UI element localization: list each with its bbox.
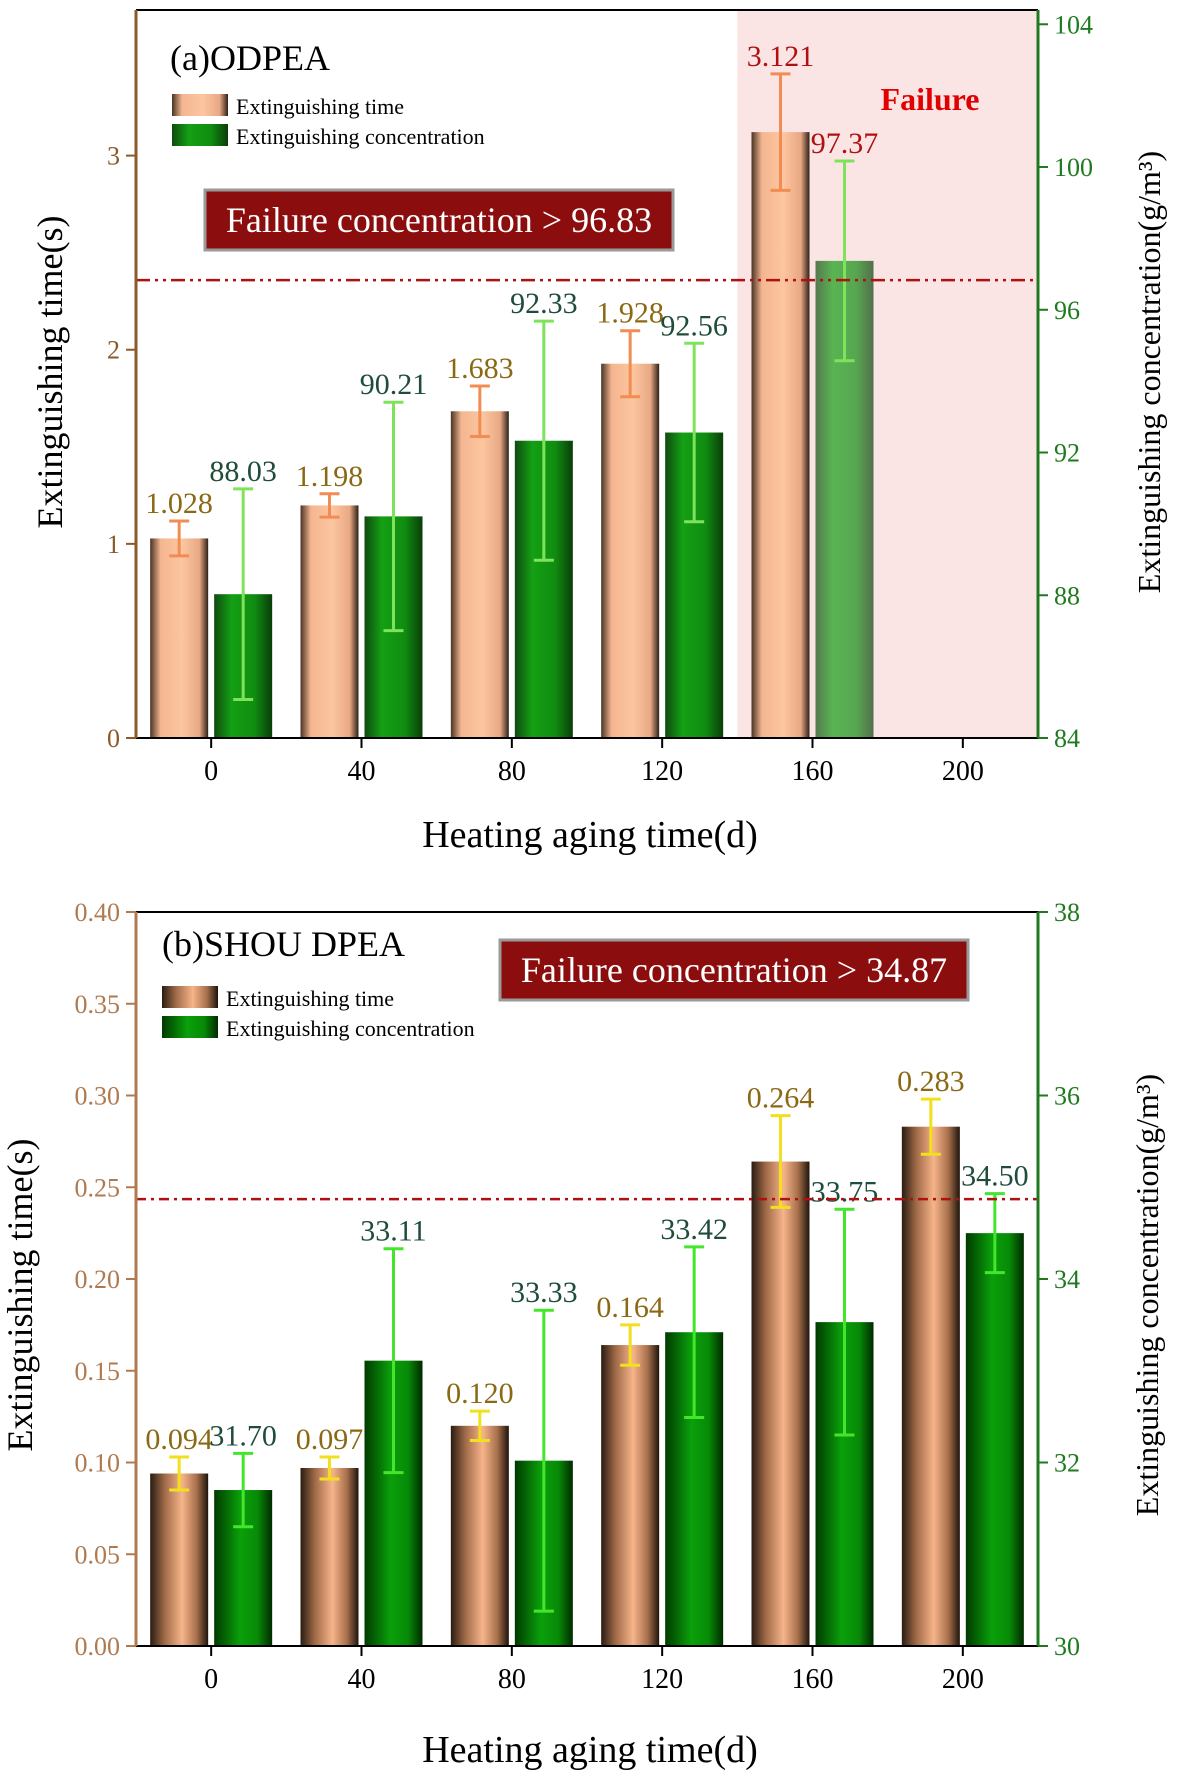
legend: Extinguishing time Extinguishing concent… bbox=[162, 986, 475, 1041]
failure-region-label: Failure bbox=[881, 81, 980, 117]
x-tick-label: 160 bbox=[792, 756, 834, 787]
y-tick-label-left: 2 bbox=[107, 336, 120, 365]
data-label: 33.11 bbox=[360, 1215, 426, 1248]
chart-title: (a)ODPEA bbox=[170, 38, 330, 78]
x-tick-label: 0 bbox=[204, 1664, 218, 1695]
y-tick-label-left: 0.10 bbox=[75, 1449, 121, 1478]
data-label: 33.33 bbox=[510, 1276, 578, 1309]
failure-concentration-box: Failure concentration > 96.83 bbox=[203, 188, 675, 252]
y-tick-label-left: 0.25 bbox=[75, 1173, 121, 1202]
bar bbox=[300, 1468, 359, 1646]
y-tick-label-left: 0.00 bbox=[75, 1632, 121, 1661]
y-tick-label-right: 34 bbox=[1054, 1265, 1080, 1294]
bar bbox=[601, 363, 660, 738]
data-label: 90.21 bbox=[360, 368, 428, 401]
bar bbox=[150, 1473, 209, 1646]
failure-concentration-label: Failure concentration > 96.83 bbox=[226, 200, 652, 240]
data-label: 88.03 bbox=[209, 455, 277, 488]
bar bbox=[300, 505, 359, 738]
chart-a: 1.028 1.198 1.683 1.928 3.121 88.03 90.21 92.33… bbox=[30, 9, 1167, 856]
data-label: 34.50 bbox=[961, 1160, 1029, 1193]
y-tick-label-right: 36 bbox=[1054, 1082, 1080, 1111]
bar bbox=[751, 132, 810, 738]
y-axis-title-left: Extinguishing time(s) bbox=[0, 1139, 40, 1452]
legend-label-concentration: Extinguishing concentration bbox=[236, 124, 485, 149]
legend-label-time: Extinguishing time bbox=[236, 94, 404, 119]
legend-swatch-concentration bbox=[172, 124, 228, 146]
y-tick-label-right: 38 bbox=[1054, 898, 1080, 927]
data-label: 0.094 bbox=[145, 1423, 213, 1456]
x-tick-label: 0 bbox=[204, 756, 218, 787]
x-tick-label: 120 bbox=[641, 756, 683, 787]
legend-label-time: Extinguishing time bbox=[226, 986, 394, 1011]
y-tick-label-left: 0.30 bbox=[75, 1082, 121, 1111]
y-tick-label-left: 1 bbox=[107, 530, 120, 559]
bar bbox=[150, 538, 209, 738]
legend-label-concentration: Extinguishing concentration bbox=[226, 1016, 475, 1041]
x-tick-label: 80 bbox=[498, 1664, 526, 1695]
y-tick-label-right: 96 bbox=[1054, 296, 1080, 325]
x-axis-title: Heating aging time(d) bbox=[422, 814, 758, 856]
x-tick-label: 80 bbox=[498, 756, 526, 787]
y-tick-label-left: 0 bbox=[107, 724, 120, 753]
legend-swatch-concentration bbox=[162, 1016, 218, 1038]
chart-b: 0.094 0.097 0.120 0.164 0.264 0.283 31.70 33.11… bbox=[0, 898, 1165, 1771]
y-tick-label-left: 0.35 bbox=[75, 990, 121, 1019]
data-label: 1.028 bbox=[145, 487, 213, 520]
x-tick-label: 200 bbox=[942, 1664, 984, 1695]
x-tick-label: 120 bbox=[641, 1664, 683, 1695]
y-tick-label-left: 3 bbox=[107, 142, 120, 171]
data-label: 1.683 bbox=[446, 352, 514, 385]
y-tick-label-right: 32 bbox=[1054, 1449, 1080, 1478]
y-tick-label-right: 88 bbox=[1054, 581, 1080, 610]
data-label: 92.56 bbox=[660, 309, 728, 342]
bar bbox=[751, 1161, 810, 1646]
data-label: 33.42 bbox=[660, 1213, 728, 1246]
data-label: 92.33 bbox=[510, 287, 578, 320]
data-label: 0.120 bbox=[446, 1377, 514, 1410]
x-tick-label: 200 bbox=[942, 756, 984, 787]
x-axis-title: Heating aging time(d) bbox=[422, 1729, 758, 1771]
bar bbox=[601, 1345, 660, 1646]
bar bbox=[450, 1425, 509, 1646]
failure-concentration-label: Failure concentration > 34.87 bbox=[521, 950, 947, 990]
legend-swatch-time bbox=[162, 986, 218, 1008]
bar bbox=[965, 1233, 1024, 1646]
y-axis-title-right: Extinguishing concentration(g/m³) bbox=[1129, 1074, 1165, 1516]
failure-concentration-box: Failure concentration > 34.87 bbox=[498, 938, 970, 1002]
bar bbox=[901, 1126, 960, 1646]
y-tick-label-left: 0.20 bbox=[75, 1265, 121, 1294]
y-tick-label-right: 30 bbox=[1054, 1632, 1080, 1661]
legend: Extinguishing time Extinguishing concent… bbox=[172, 94, 485, 149]
data-label: 33.75 bbox=[811, 1175, 879, 1208]
data-label: 31.70 bbox=[209, 1419, 277, 1452]
y-tick-label-right: 92 bbox=[1054, 439, 1080, 468]
data-label: 97.37 bbox=[811, 127, 879, 160]
y-axis-title-right: Extinguishing concentration(g/m³) bbox=[1131, 151, 1167, 593]
legend-swatch-time bbox=[172, 94, 228, 116]
data-label: 1.198 bbox=[296, 460, 364, 493]
y-tick-label-left: 0.15 bbox=[75, 1357, 121, 1386]
data-label: 3.121 bbox=[747, 40, 815, 73]
y-tick-label-right: 84 bbox=[1054, 724, 1080, 753]
data-label: 0.264 bbox=[747, 1082, 815, 1115]
y-tick-label-right: 104 bbox=[1054, 10, 1093, 39]
data-label: 0.283 bbox=[897, 1065, 965, 1098]
y-tick-label-left: 0.40 bbox=[75, 898, 121, 927]
x-tick-label: 160 bbox=[792, 1664, 834, 1695]
x-tick-label: 40 bbox=[348, 1664, 376, 1695]
data-label: 1.928 bbox=[596, 297, 664, 330]
y-tick-label-right: 100 bbox=[1054, 153, 1093, 182]
y-axis-title-left: Extinguishing time(s) bbox=[30, 216, 70, 529]
data-label: 0.097 bbox=[296, 1423, 364, 1456]
chart-title: (b)SHOU DPEA bbox=[162, 924, 405, 964]
y-tick-label-left: 0.05 bbox=[75, 1540, 121, 1569]
bar bbox=[450, 411, 509, 738]
x-tick-label: 40 bbox=[348, 756, 376, 787]
data-label: 0.164 bbox=[596, 1291, 664, 1324]
